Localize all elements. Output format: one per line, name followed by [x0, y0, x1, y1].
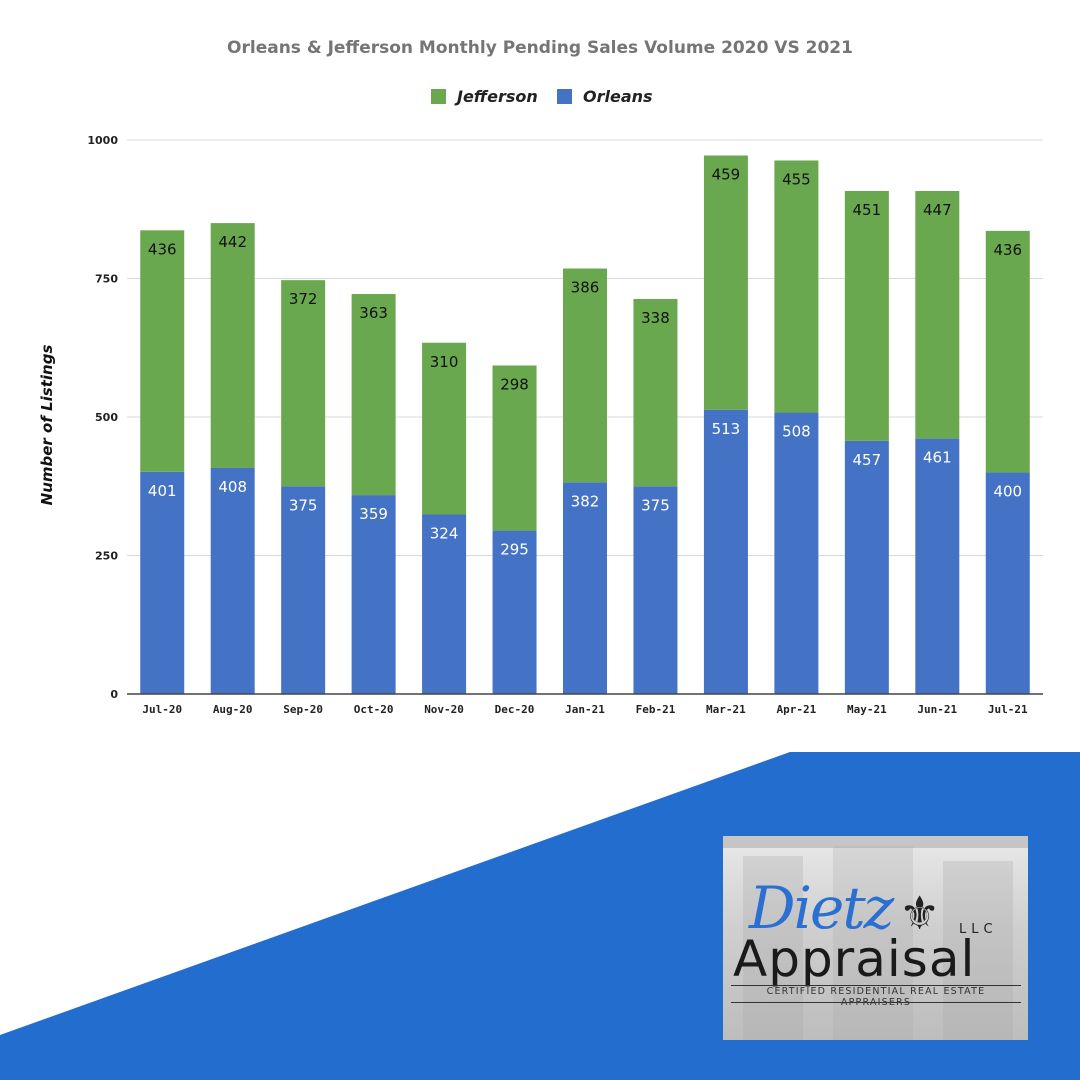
data-label-jefferson: 372 [289, 290, 318, 308]
bar-jefferson [210, 223, 255, 468]
x-tick-label: Jul-20 [142, 703, 182, 716]
y-tick-label: 1000 [87, 134, 118, 147]
x-tick-label: Jan-21 [565, 703, 605, 716]
data-label-orleans: 375 [289, 496, 318, 514]
data-label-jefferson: 298 [500, 375, 529, 393]
legend-label-orleans: Orleans [583, 87, 653, 106]
x-tick-label: May-21 [847, 703, 887, 716]
logo-wordmark: Appraisal [733, 930, 976, 988]
data-label-orleans: 400 [993, 482, 1022, 500]
bar-jefferson [422, 342, 467, 515]
data-label-jefferson: 310 [430, 353, 459, 371]
data-label-jefferson: 459 [712, 166, 741, 184]
x-tick-label: Jun-21 [917, 703, 957, 716]
legend-label-jefferson: Jefferson [454, 87, 538, 106]
bar-orleans [563, 482, 607, 694]
x-tick-label: Feb-21 [636, 703, 676, 716]
bar-orleans [985, 472, 1030, 694]
data-label-jefferson: 447 [923, 201, 952, 219]
data-label-jefferson: 442 [218, 233, 247, 251]
data-label-jefferson: 436 [993, 241, 1022, 259]
bar-jefferson [915, 190, 960, 439]
bar-jefferson [492, 365, 537, 531]
x-tick-label: Dec-20 [495, 703, 535, 716]
data-label-orleans: 408 [218, 478, 247, 496]
bar-jefferson [633, 298, 678, 487]
bar-jefferson [281, 280, 326, 487]
bar-orleans [633, 486, 678, 694]
data-label-orleans: 508 [782, 423, 811, 441]
bar-jefferson [985, 230, 1030, 473]
logo-tagline: CERTIFIED RESIDENTIAL REAL ESTATE APPRAI… [766, 986, 986, 1008]
bar-orleans [844, 440, 889, 694]
bar-orleans [492, 530, 537, 694]
bar-orleans [210, 467, 255, 694]
chart-title: Orleans & Jefferson Monthly Pending Sale… [227, 38, 853, 58]
y-tick-label: 0 [110, 688, 118, 701]
legend-swatch-jefferson [431, 89, 446, 104]
fleur-de-lis-icon: ⚜ [899, 886, 941, 940]
x-tick-label: Oct-20 [354, 703, 394, 716]
bar-jefferson [351, 294, 396, 496]
data-label-jefferson: 363 [359, 304, 388, 322]
data-label-orleans: 513 [712, 420, 741, 438]
bar-jefferson [844, 190, 889, 441]
bar-jefferson [703, 155, 748, 410]
data-label-jefferson: 451 [853, 201, 882, 219]
bar-orleans [774, 412, 819, 694]
y-tick-label: 500 [95, 411, 118, 424]
data-label-orleans: 382 [571, 492, 600, 510]
logo-llc: LLC [959, 922, 998, 937]
x-axis-ticks: Jul-20 Aug-20 Sep-20 Oct-20 Nov-20 Dec-20 Jan-… [142, 703, 1028, 716]
data-label-jefferson: 386 [571, 279, 600, 297]
y-tick-label: 250 [95, 550, 118, 563]
bar-orleans [140, 471, 185, 694]
legend-swatch-orleans [557, 89, 572, 104]
bar-orleans [281, 486, 326, 694]
data-label-jefferson: 338 [641, 309, 670, 327]
bar-orleans [351, 495, 396, 694]
data-labels: 401 436 408 442 375 372 359 363 324 310 295 298 382 3… [148, 166, 1022, 559]
legend: Jefferson Orleans [431, 87, 653, 106]
bars [140, 155, 1030, 694]
company-logo: Dietz ⚜ LLC Appraisal CERTIFIED RESIDENT… [723, 836, 1028, 1040]
y-axis-label: Number of Listings [38, 345, 56, 506]
logo-script-text: Dietz [749, 874, 894, 942]
bar-jefferson [774, 160, 819, 413]
x-tick-label: Mar-21 [706, 703, 746, 716]
bar-orleans [703, 409, 748, 694]
x-tick-label: Nov-20 [424, 703, 464, 716]
data-label-orleans: 457 [853, 451, 882, 469]
data-label-orleans: 359 [359, 505, 388, 523]
x-tick-label: Aug-20 [213, 703, 253, 716]
x-tick-label: Apr-21 [777, 703, 817, 716]
bar-jefferson [140, 230, 185, 472]
bar-jefferson [563, 268, 607, 483]
y-tick-label: 750 [95, 273, 118, 286]
data-label-orleans: 461 [923, 449, 952, 467]
bar-orleans [915, 438, 960, 694]
x-tick-label: Sep-20 [283, 703, 323, 716]
data-label-jefferson: 455 [782, 170, 811, 188]
data-label-orleans: 324 [430, 525, 459, 543]
data-label-orleans: 375 [641, 496, 670, 514]
data-label-jefferson: 436 [148, 240, 177, 258]
x-tick-label: Jul-21 [988, 703, 1028, 716]
data-label-orleans: 401 [148, 482, 177, 500]
bar-orleans [422, 514, 467, 694]
data-label-orleans: 295 [500, 541, 529, 559]
